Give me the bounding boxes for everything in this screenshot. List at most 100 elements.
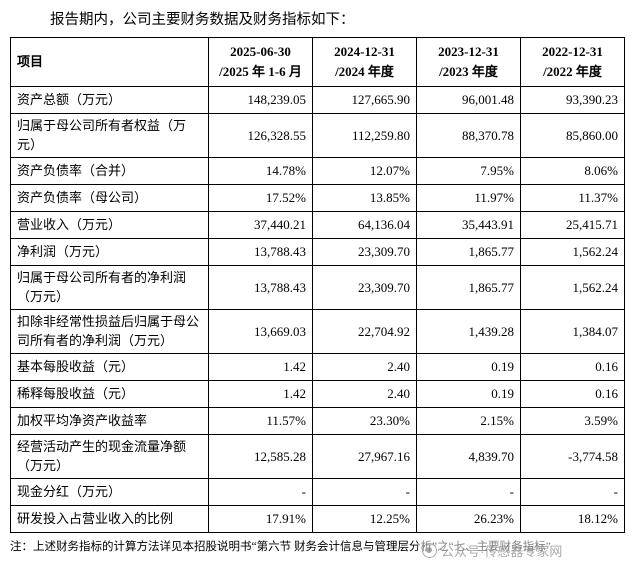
row-value: 0.16 bbox=[520, 352, 625, 381]
header-row: 项目 2025-06-30 /2025 年 1-6 月 2024-12-31 /… bbox=[10, 36, 625, 87]
row-label: 加权平均净资产收益率 bbox=[10, 406, 209, 435]
period-date: 2024-12-31 bbox=[334, 43, 395, 59]
row-value: - bbox=[208, 477, 313, 506]
table-row: 资产负债率（母公司） 17.52% 13.85% 11.97% 11.37% bbox=[10, 183, 625, 212]
row-value: 0.19 bbox=[416, 352, 521, 381]
period-range: /2025 年 1-6 月 bbox=[219, 63, 302, 79]
row-value: 85,860.00 bbox=[520, 112, 625, 158]
row-value: 0.16 bbox=[520, 379, 625, 408]
row-value: 14.78% bbox=[208, 156, 313, 185]
table-row: 稀释每股收益（元） 1.42 2.40 0.19 0.16 bbox=[10, 379, 625, 408]
section-intro-text: 报告期内，公司主要财务数据及财务指标如下： bbox=[50, 12, 355, 28]
row-value: 13,669.03 bbox=[208, 308, 313, 354]
period-range: /2022 年度 bbox=[543, 63, 602, 79]
row-value: 1.42 bbox=[208, 379, 313, 408]
row-value: 126,328.55 bbox=[208, 112, 313, 158]
row-value: 64,136.04 bbox=[312, 210, 417, 239]
table-row: 加权平均净资产收益率 11.57% 23.30% 2.15% 3.59% bbox=[10, 406, 625, 435]
row-label: 现金分红（万元） bbox=[10, 477, 209, 506]
row-value: 2.15% bbox=[416, 406, 521, 435]
row-value: - bbox=[520, 477, 625, 506]
row-value: 7.95% bbox=[416, 156, 521, 185]
row-value: 22,704.92 bbox=[312, 308, 417, 354]
header-cell-period-2024: 2024-12-31 /2024 年度 bbox=[312, 36, 417, 87]
header-cell-item: 项目 bbox=[10, 36, 209, 87]
period-date: 2023-12-31 bbox=[438, 43, 499, 59]
row-value: 35,443.91 bbox=[416, 210, 521, 239]
row-value: 4,839.70 bbox=[416, 433, 521, 479]
row-value: 1,865.77 bbox=[416, 237, 521, 266]
row-value: 13.85% bbox=[312, 183, 417, 212]
financial-indicators-table: 项目 2025-06-30 /2025 年 1-6 月 2024-12-31 /… bbox=[10, 36, 625, 533]
row-value: 1,562.24 bbox=[520, 264, 625, 310]
row-value: - bbox=[312, 477, 417, 506]
table-row: 归属于母公司所有者权益（万元） 126,328.55 112,259.80 88,37… bbox=[10, 112, 625, 158]
row-label: 扣除非经常性损益后归属于母公司所有者的净利润（万元） bbox=[10, 308, 209, 354]
row-label: 归属于母公司所有者的净利润（万元） bbox=[10, 264, 209, 310]
row-value: 11.37% bbox=[520, 183, 625, 212]
table-body: 资产总额（万元） 148,239.05 127,665.90 96,001.48 93,… bbox=[10, 85, 625, 533]
row-label: 资产负债率（母公司） bbox=[10, 183, 209, 212]
period-range: /2024 年度 bbox=[335, 63, 394, 79]
row-value: 26.23% bbox=[416, 504, 521, 533]
row-value: 2.40 bbox=[312, 379, 417, 408]
row-value: 25,415.71 bbox=[520, 210, 625, 239]
row-value: 17.91% bbox=[208, 504, 313, 533]
table-header: 项目 2025-06-30 /2025 年 1-6 月 2024-12-31 /… bbox=[10, 36, 625, 87]
row-value: 12.25% bbox=[312, 504, 417, 533]
table-row: 现金分红（万元） - - - - bbox=[10, 477, 625, 506]
row-value: 11.57% bbox=[208, 406, 313, 435]
row-label: 经营活动产生的现金流量净额（万元） bbox=[10, 433, 209, 479]
row-value: 112,259.80 bbox=[312, 112, 417, 158]
row-label: 稀释每股收益（元） bbox=[10, 379, 209, 408]
row-value: 17.52% bbox=[208, 183, 313, 212]
table-row: 归属于母公司所有者的净利润（万元） 13,788.43 23,309.70 1,865… bbox=[10, 264, 625, 310]
row-label: 营业收入（万元） bbox=[10, 210, 209, 239]
row-value: 1,439.28 bbox=[416, 308, 521, 354]
header-cell-period-2023: 2023-12-31 /2023 年度 bbox=[416, 36, 521, 87]
row-value: 88,370.78 bbox=[416, 112, 521, 158]
row-value: - bbox=[416, 477, 521, 506]
row-value: 8.06% bbox=[520, 156, 625, 185]
table-row: 研发投入占营业收入的比例 17.91% 12.25% 26.23% 18.12% bbox=[10, 504, 625, 533]
row-value: 12.07% bbox=[312, 156, 417, 185]
table-row: 扣除非经常性损益后归属于母公司所有者的净利润（万元） 13,669.03 22,70… bbox=[10, 308, 625, 354]
header-cell-period-2025: 2025-06-30 /2025 年 1-6 月 bbox=[208, 36, 313, 87]
row-value: 18.12% bbox=[520, 504, 625, 533]
row-label: 研发投入占营业收入的比例 bbox=[10, 504, 209, 533]
row-value: 0.19 bbox=[416, 379, 521, 408]
table-row: 净利润（万元） 13,788.43 23,309.70 1,865.77 1,562.2… bbox=[10, 237, 625, 266]
row-value: 13,788.43 bbox=[208, 237, 313, 266]
row-value: 27,967.16 bbox=[312, 433, 417, 479]
period-date: 2025-06-30 bbox=[230, 43, 291, 59]
row-value: 2.40 bbox=[312, 352, 417, 381]
row-label: 基本每股收益（元） bbox=[10, 352, 209, 381]
row-value: 148,239.05 bbox=[208, 85, 313, 114]
row-value: 93,390.23 bbox=[520, 85, 625, 114]
row-label: 归属于母公司所有者权益（万元） bbox=[10, 112, 209, 158]
row-value: 37,440.21 bbox=[208, 210, 313, 239]
row-value: 96,001.48 bbox=[416, 85, 521, 114]
row-value: 23,309.70 bbox=[312, 237, 417, 266]
table-row: 经营活动产生的现金流量净额（万元） 12,585.28 27,967.16 4,839… bbox=[10, 433, 625, 479]
row-value: 127,665.90 bbox=[312, 85, 417, 114]
row-label: 资产负债率（合并） bbox=[10, 156, 209, 185]
table-row: 资产负债率（合并） 14.78% 12.07% 7.95% 8.06% bbox=[10, 156, 625, 185]
header-cell-period-2022: 2022-12-31 /2022 年度 bbox=[520, 36, 625, 87]
row-value: 13,788.43 bbox=[208, 264, 313, 310]
period-date: 2022-12-31 bbox=[542, 43, 603, 59]
row-label: 净利润（万元） bbox=[10, 237, 209, 266]
period-range: /2023 年度 bbox=[439, 63, 498, 79]
row-value: 1.42 bbox=[208, 352, 313, 381]
row-value: 1,865.77 bbox=[416, 264, 521, 310]
table-row: 营业收入（万元） 37,440.21 64,136.04 35,443.91 25,41… bbox=[10, 210, 625, 239]
table-row: 基本每股收益（元） 1.42 2.40 0.19 0.16 bbox=[10, 352, 625, 381]
row-value: 3.59% bbox=[520, 406, 625, 435]
table-row: 资产总额（万元） 148,239.05 127,665.90 96,001.48 93,… bbox=[10, 85, 625, 114]
row-value: 12,585.28 bbox=[208, 433, 313, 479]
row-value: 23.30% bbox=[312, 406, 417, 435]
row-label: 资产总额（万元） bbox=[10, 85, 209, 114]
footnote: 注：上述财务指标的计算方法详见本招股说明书“第六节 财务会计信息与管理层分析”之… bbox=[10, 540, 551, 553]
row-value: 1,384.07 bbox=[520, 308, 625, 354]
